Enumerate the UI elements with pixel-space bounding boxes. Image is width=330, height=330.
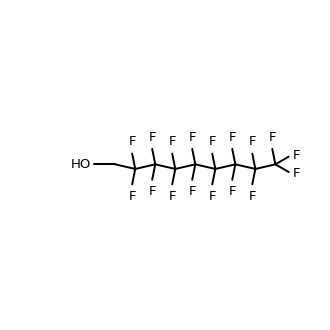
Text: F: F — [148, 185, 156, 198]
Text: F: F — [148, 131, 156, 144]
Text: F: F — [168, 135, 176, 148]
Text: F: F — [209, 135, 216, 148]
Text: F: F — [128, 190, 136, 203]
Text: F: F — [228, 131, 236, 144]
Text: F: F — [293, 148, 300, 162]
Text: F: F — [228, 185, 236, 198]
Text: F: F — [248, 135, 256, 148]
Text: F: F — [188, 185, 196, 198]
Text: F: F — [209, 190, 216, 203]
Text: HO: HO — [71, 158, 91, 171]
Text: F: F — [248, 190, 256, 203]
Text: F: F — [293, 167, 300, 180]
Text: F: F — [168, 190, 176, 203]
Text: F: F — [128, 135, 136, 148]
Text: F: F — [188, 131, 196, 144]
Text: F: F — [269, 131, 276, 144]
